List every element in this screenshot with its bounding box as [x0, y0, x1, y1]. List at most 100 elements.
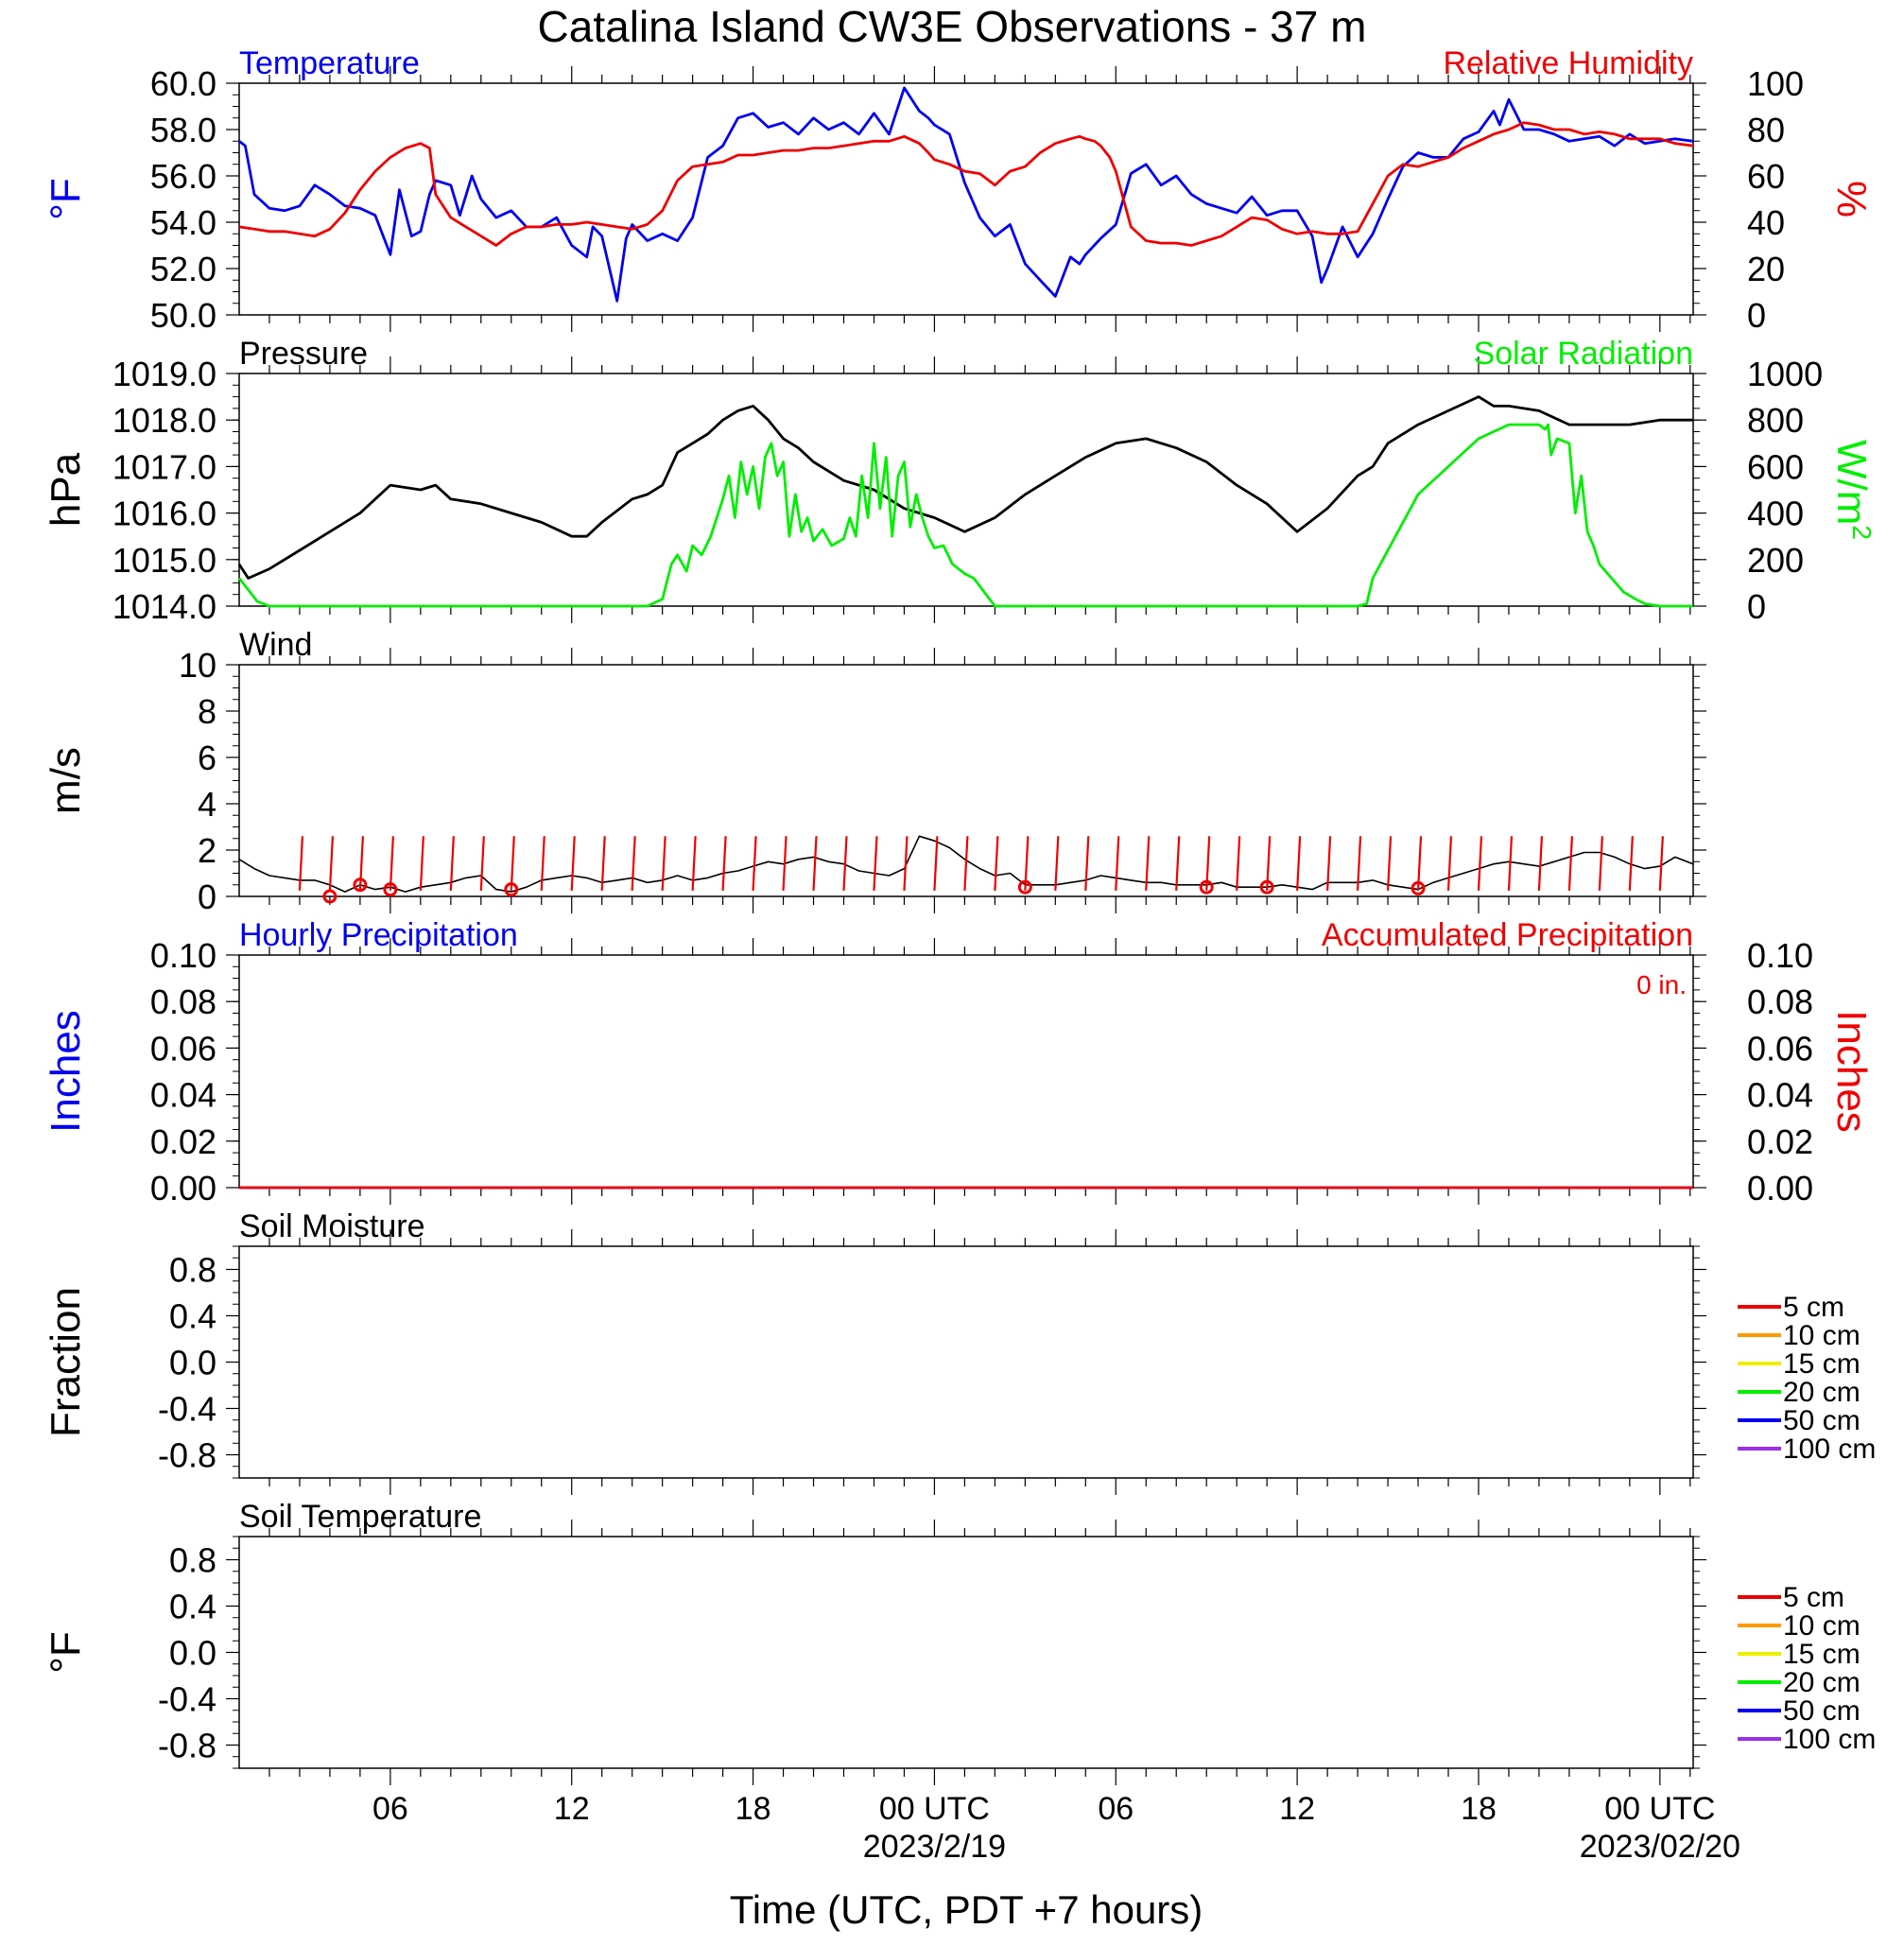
wind-barb: [1326, 836, 1332, 891]
wind-barb: [1386, 836, 1393, 891]
y-tick-label: 0.04: [150, 1076, 216, 1115]
y-axis-label: °F: [43, 178, 89, 219]
wind-barb: [1175, 836, 1181, 891]
calm-circle: [322, 889, 338, 904]
legend-label: 5 cm: [1783, 1582, 1844, 1613]
y-tick-label: 1016.0: [113, 495, 216, 533]
series-line-relative-humidity: [238, 121, 1694, 247]
y-tick-label: 10: [179, 646, 216, 685]
wind-barb: [479, 836, 485, 891]
wind-barb: [600, 836, 606, 891]
y-tick-label-right: 400: [1747, 495, 1804, 533]
y-tick-label-right: 0: [1747, 587, 1766, 626]
wind-barb: [782, 836, 788, 891]
wind-barb: [1054, 836, 1060, 891]
wind-barb: [1537, 836, 1544, 891]
y-axis-label-right: Inches: [1828, 1010, 1875, 1133]
legend-label: 100 cm: [1783, 1433, 1876, 1465]
y-axis-label: °F: [43, 1631, 89, 1673]
y-tick-label-right: 0.02: [1747, 1122, 1813, 1161]
x-date-label: 2023/2/19: [863, 1829, 1006, 1865]
wind-barb: [328, 836, 335, 891]
y-tick-label-right: 80: [1747, 111, 1785, 149]
panel-title-left: Soil Moisture: [239, 1208, 425, 1244]
legend-label: 50 cm: [1783, 1695, 1861, 1727]
wind-barb: [298, 836, 304, 891]
legend-label: 15 cm: [1783, 1348, 1861, 1380]
y-tick-label: 8: [198, 692, 216, 731]
y-tick-label: 56.0: [150, 157, 216, 196]
panel-title-left: Soil Temperature: [239, 1499, 481, 1535]
y-tick-label: 0.4: [169, 1588, 216, 1626]
wind-barb: [903, 836, 909, 891]
panel-title-right: Solar Radiation: [1474, 336, 1693, 372]
y-axis-label: m/s: [43, 747, 89, 814]
x-tick-label: 12: [1279, 1791, 1315, 1827]
y-tick-label: 2: [198, 831, 216, 870]
y-tick-label-right: 0.08: [1747, 982, 1813, 1021]
legend-label: 20 cm: [1783, 1667, 1861, 1698]
y-tick-label-right: 600: [1747, 447, 1804, 486]
panel-title-left: Hourly Precipitation: [239, 917, 518, 953]
series-line-temperature: [238, 86, 1694, 303]
y-tick-label: 4: [198, 785, 216, 824]
wind-barb: [631, 836, 636, 891]
calm-circle: [353, 877, 368, 893]
wind-barb: [721, 836, 727, 891]
wind-barb: [540, 836, 545, 891]
y-tick-label: 58.0: [150, 111, 216, 149]
y-tick-label-right: 100: [1747, 64, 1804, 103]
y-tick-label: 54.0: [150, 203, 216, 242]
y-tick-label-right: 20: [1747, 250, 1785, 288]
legend-label: 15 cm: [1783, 1639, 1861, 1670]
y-tick-label: 0.0: [169, 1344, 216, 1382]
calm-circle: [1017, 879, 1032, 895]
wind-barb: [873, 836, 878, 891]
y-tick-label: 1017.0: [113, 447, 216, 486]
y-tick-label: -0.8: [158, 1436, 216, 1475]
calm-circle: [504, 882, 519, 897]
y-tick-label: 0.00: [150, 1169, 216, 1208]
wind-barb: [1507, 836, 1514, 891]
wind-barb: [933, 836, 939, 891]
x-tick-label: 18: [1461, 1791, 1497, 1827]
wind-barb: [842, 836, 848, 891]
plot-frame: [238, 1536, 1694, 1769]
y-tick-label-right: 0.04: [1747, 1076, 1813, 1115]
y-tick-label-right: 800: [1747, 401, 1804, 440]
wind-barb: [1628, 836, 1634, 891]
calm-circle: [383, 882, 398, 897]
y-axis-label: Inches: [43, 1010, 89, 1133]
y-tick-label: 0.08: [150, 982, 216, 1021]
plot-frame: [238, 82, 1694, 316]
accum-annotation: 0 in.: [1636, 970, 1687, 999]
calm-circle: [1411, 880, 1426, 895]
panels-group: 50.052.054.056.058.060.0020406080100Temp…: [43, 45, 1877, 1865]
x-tick-label: 00 UTC: [1604, 1791, 1715, 1827]
x-tick-label: 06: [372, 1791, 408, 1827]
wind-barb: [1446, 836, 1453, 891]
y-tick-label: 1015.0: [113, 541, 216, 580]
plot-frame: [238, 373, 1694, 607]
y-tick-label: 1018.0: [113, 401, 216, 440]
y-tick-label: 52.0: [150, 250, 216, 288]
y-tick-label: 50.0: [150, 296, 216, 335]
wind-barb: [358, 836, 364, 891]
panel-title-right: Relative Humidity: [1443, 45, 1693, 81]
y-axis-label-right: %: [1828, 181, 1875, 217]
y-tick-label-right: 40: [1747, 203, 1785, 242]
calm-circle: [1259, 879, 1274, 895]
wind-barb: [1236, 836, 1241, 891]
wind-barb: [449, 836, 455, 891]
wind-barb: [994, 836, 999, 891]
y-tick-label: 0: [198, 877, 216, 916]
wind-barb: [389, 836, 394, 891]
panel-title-left: Wind: [239, 627, 312, 663]
x-axis-label: Time (UTC, PDT +7 hours): [730, 1887, 1203, 1932]
y-tick-label-right: 0.06: [1747, 1029, 1813, 1068]
x-tick-label: 18: [736, 1791, 771, 1827]
legend-label: 10 cm: [1783, 1610, 1861, 1642]
y-tick-label: 1014.0: [113, 587, 216, 626]
y-tick-label-right: 60: [1747, 157, 1785, 196]
